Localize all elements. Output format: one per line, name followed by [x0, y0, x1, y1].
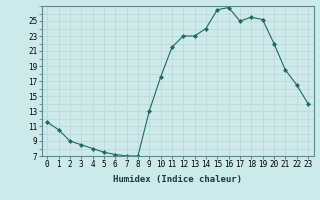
X-axis label: Humidex (Indice chaleur): Humidex (Indice chaleur): [113, 175, 242, 184]
